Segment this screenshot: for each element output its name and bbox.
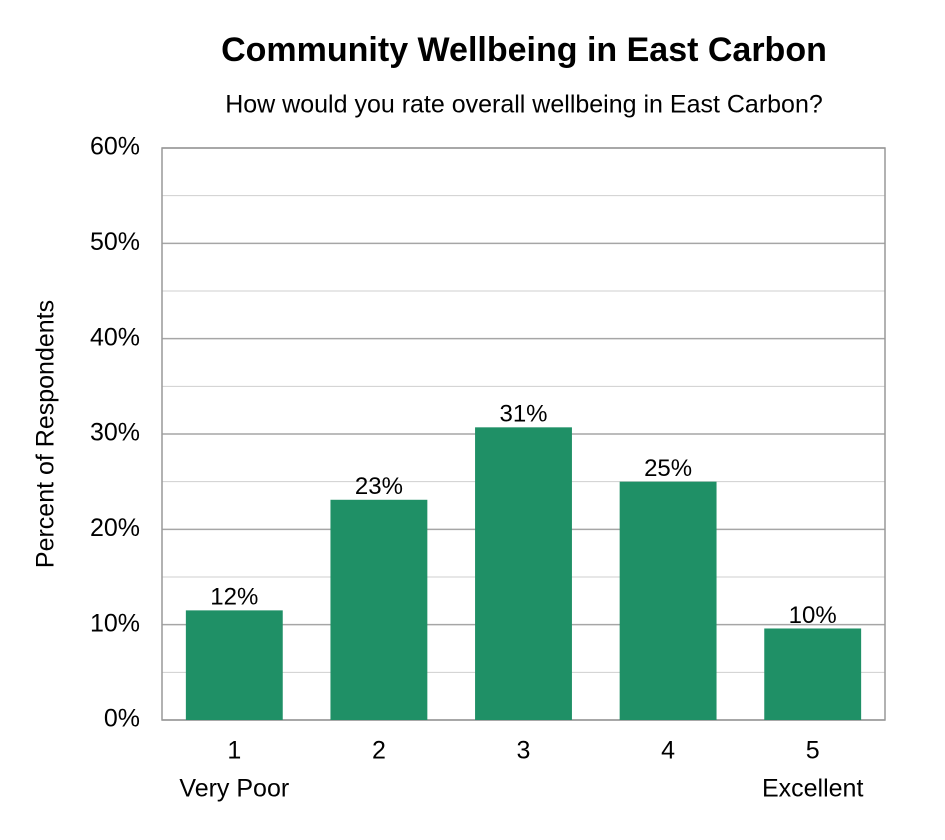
data-label: 23%	[355, 473, 403, 500]
bar	[475, 427, 572, 720]
data-label: 31%	[499, 401, 547, 428]
bar	[330, 499, 428, 720]
x-tick-label: 1	[227, 737, 241, 765]
x-tick-label: 4	[661, 737, 675, 765]
bar	[764, 628, 862, 720]
x-tick-sublabel: Very Poor	[179, 775, 289, 803]
x-tick-label: 5	[806, 737, 820, 765]
data-label: 25%	[644, 455, 692, 482]
y-tick-label: 30%	[90, 419, 140, 447]
x-tick-label: 3	[517, 737, 531, 765]
y-tick-label: 60%	[90, 133, 140, 161]
y-tick-label: 20%	[90, 514, 140, 542]
data-label: 10%	[789, 602, 837, 629]
x-tick-sublabel: Excellent	[762, 775, 863, 803]
y-tick-label: 10%	[90, 609, 140, 637]
bar	[185, 610, 283, 720]
x-tick-label: 2	[372, 737, 386, 765]
y-tick-label: 0%	[104, 705, 140, 733]
data-label: 12%	[210, 584, 258, 611]
chart-title: Community Wellbeing in East Carbon	[221, 31, 827, 69]
y-tick-label: 50%	[90, 228, 140, 256]
chart-subtitle: How would you rate overall wellbeing in …	[225, 91, 823, 119]
y-tick-label: 40%	[90, 323, 140, 351]
bar	[619, 481, 717, 720]
y-axis-label: Percent of Respondents	[32, 300, 60, 568]
